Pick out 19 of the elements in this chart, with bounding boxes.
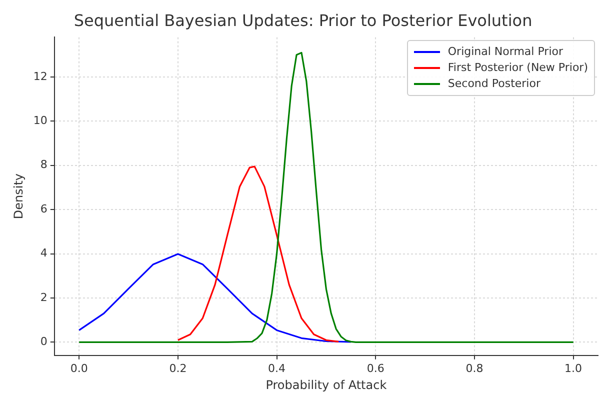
y-tick-label: 6 xyxy=(40,202,48,216)
x-tick-label: 0.0 xyxy=(70,362,88,375)
x-tick-label: 1.0 xyxy=(564,362,582,375)
x-axis-title: Probability of Attack xyxy=(266,378,387,392)
x-tick-label: 0.8 xyxy=(466,362,484,375)
x-tick-label: 0.6 xyxy=(366,362,384,375)
legend-label: Original Normal Prior xyxy=(448,44,563,60)
legend-label: Second Posterior xyxy=(448,76,540,92)
x-tick-label: 0.2 xyxy=(169,362,187,375)
y-tick-label: 10 xyxy=(33,114,48,128)
x-tick-label: 0.4 xyxy=(268,362,286,375)
y-tick-label: 12 xyxy=(33,70,48,83)
legend-label: First Posterior (New Prior) xyxy=(448,60,588,76)
chart-title: Sequential Bayesian Updates: Prior to Posterior Evolution xyxy=(74,10,532,30)
y-tick-label: 2 xyxy=(40,290,48,304)
y-tick-label: 4 xyxy=(40,246,48,260)
y-tick-label: 0 xyxy=(40,335,48,348)
y-axis-title: Density xyxy=(11,173,26,220)
y-tick-label: 8 xyxy=(40,158,48,172)
